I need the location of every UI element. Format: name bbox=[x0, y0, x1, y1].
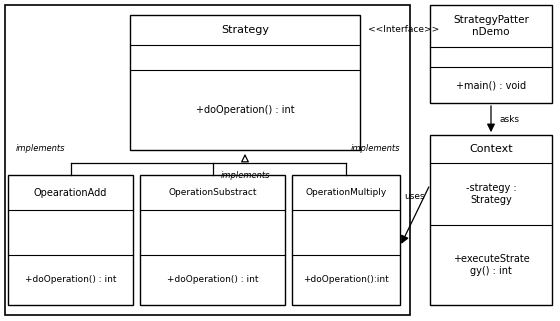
Bar bbox=[430, 135, 552, 305]
Bar bbox=[8, 175, 133, 305]
Text: implements: implements bbox=[351, 144, 400, 153]
Text: asks: asks bbox=[499, 115, 519, 124]
Text: +main() : void: +main() : void bbox=[456, 80, 526, 90]
Text: Strategy: Strategy bbox=[221, 25, 269, 35]
Text: StrategyPatter
nDemo: StrategyPatter nDemo bbox=[453, 15, 529, 37]
Text: uses: uses bbox=[404, 192, 425, 201]
Text: OperationSubstract: OperationSubstract bbox=[168, 188, 256, 197]
Text: +executeStrate
gy() : int: +executeStrate gy() : int bbox=[452, 254, 529, 276]
Text: +doOperation() : int: +doOperation() : int bbox=[25, 275, 116, 284]
Bar bbox=[140, 175, 285, 305]
Text: +doOperation() : int: +doOperation() : int bbox=[167, 275, 258, 284]
Text: Context: Context bbox=[469, 144, 513, 154]
Text: implements: implements bbox=[220, 171, 270, 180]
Text: implements: implements bbox=[16, 144, 66, 153]
Text: OpearationAdd: OpearationAdd bbox=[34, 187, 107, 197]
Bar bbox=[5, 5, 410, 315]
Text: <<Interface>>: <<Interface>> bbox=[368, 25, 439, 34]
Bar bbox=[130, 15, 360, 150]
Bar bbox=[292, 175, 400, 305]
Text: -strategy :
Strategy: -strategy : Strategy bbox=[466, 183, 516, 205]
Text: +doOperation() : int: +doOperation() : int bbox=[195, 105, 295, 115]
Text: +doOperation():int: +doOperation():int bbox=[303, 275, 389, 284]
Text: OperationMultiply: OperationMultiply bbox=[305, 188, 386, 197]
Bar bbox=[430, 5, 552, 103]
